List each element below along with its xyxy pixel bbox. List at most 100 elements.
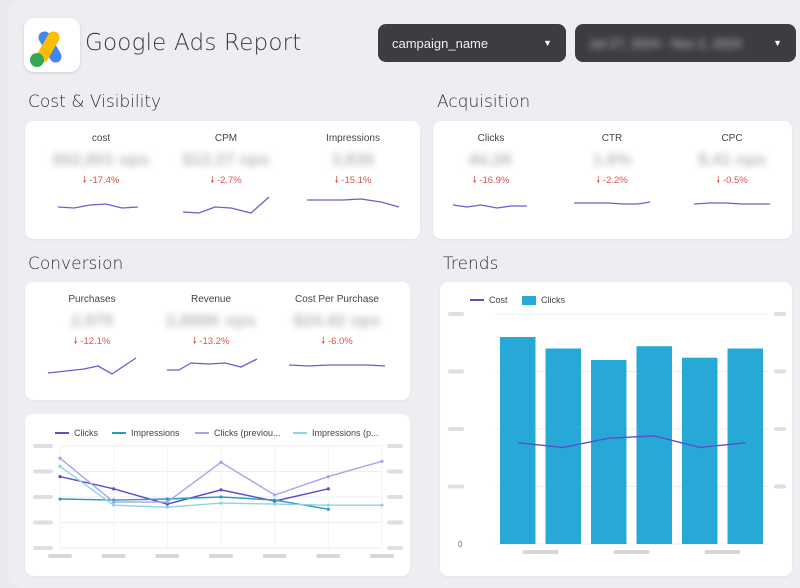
y-tick-label	[33, 546, 53, 550]
metric-value: $.41 ops	[697, 150, 767, 169]
sparkline	[182, 196, 270, 214]
caret-down-icon: ▼	[773, 38, 782, 48]
metric-value: $12.27 ops	[182, 150, 270, 169]
metric-purchases[interactable]: Purchases 2,979 🠗 -12.1%	[37, 294, 147, 380]
x-tick-label	[704, 550, 741, 554]
x-tick-label	[48, 554, 72, 558]
trends-chart-card: Cost Clicks 0	[440, 282, 792, 576]
legend-clicks-previous[interactable]: Clicks (previou...	[195, 428, 281, 438]
y2-tick-label	[774, 369, 786, 374]
line-cost	[517, 435, 746, 449]
sparkline	[288, 364, 386, 367]
data-point	[219, 460, 223, 464]
y-tick-label	[448, 427, 464, 431]
multi-line-chart	[33, 444, 403, 558]
data-point	[380, 503, 384, 507]
legend-label: Clicks	[74, 428, 98, 438]
metric-label: CTR	[601, 133, 623, 144]
line-series-1	[59, 475, 329, 505]
sparkline	[452, 204, 527, 209]
bar-clicks-5	[682, 357, 718, 544]
legend-clicks[interactable]: Clicks	[522, 295, 565, 305]
metric-delta: 🠗 -15.1%	[334, 175, 372, 186]
sparkline	[167, 358, 258, 371]
campaign-dropdown[interactable]: campaign_name ▼	[378, 24, 566, 62]
metric-label: Purchases	[68, 294, 116, 305]
metric-impressions[interactable]: Impressions 3,830 🠗 -15.1%	[298, 133, 408, 217]
data-point	[165, 505, 169, 509]
data-point	[273, 493, 277, 497]
metric-cpm[interactable]: CPM $12.27 ops 🠗 -2.7%	[171, 133, 281, 217]
legend-impressions-previous[interactable]: Impressions (p...	[293, 428, 379, 438]
data-point	[112, 500, 116, 504]
y2-tick-label	[387, 444, 403, 448]
sparkline	[693, 202, 770, 205]
metric-label: Revenue	[190, 294, 232, 305]
y2-tick-label	[387, 546, 403, 550]
metric-cost-per-purchase[interactable]: Cost Per Purchase $24.42 ops 🠗 -6.0%	[282, 294, 392, 380]
sparkline	[574, 201, 651, 205]
metric-delta: 🠗 -12.1%	[73, 336, 111, 347]
metric-value: 2,888K ops	[166, 311, 256, 330]
data-point	[326, 475, 330, 479]
y-axis-zero-label: 0	[458, 540, 463, 549]
data-point	[219, 501, 223, 505]
data-point	[112, 487, 116, 491]
y-tick-label	[448, 369, 464, 374]
date-range-dropdown[interactable]: Jul 27, 2024 - Nov 2, 2024 ▼	[575, 24, 796, 62]
metric-value: 1.6%	[592, 150, 632, 169]
y-tick-label	[448, 484, 464, 489]
multi-line-chart-card: Clicks Impressions Clicks (previou... Im…	[25, 414, 410, 576]
y-tick-label	[33, 495, 53, 499]
campaign-dropdown-label: campaign_name	[392, 35, 489, 51]
metric-cost[interactable]: cost $52,801 ops 🠗 -17.4%	[46, 133, 156, 217]
y2-tick-label	[774, 312, 786, 316]
data-point	[58, 456, 62, 460]
sparkline	[307, 198, 400, 208]
data-point	[165, 497, 169, 501]
metric-value: 44.2K	[468, 150, 514, 169]
data-point	[326, 487, 330, 491]
legend-impressions[interactable]: Impressions	[112, 428, 180, 438]
legend-swatch	[112, 432, 126, 434]
legend-cost[interactable]: Cost	[470, 295, 508, 305]
x-tick-label	[262, 554, 287, 558]
caret-down-icon: ▼	[543, 38, 552, 48]
metric-delta: 🠗 -17.4%	[82, 175, 120, 186]
data-point	[58, 497, 62, 501]
data-point	[112, 503, 116, 507]
line-series-2	[59, 496, 329, 510]
metric-clicks[interactable]: Clicks 44.2K 🠗 -16.9%	[436, 133, 546, 217]
section-title-cost-visibility: Cost & Visibility	[28, 92, 162, 112]
legend-swatch	[522, 295, 536, 305]
section-title-acquisition: Acquisition	[437, 92, 531, 112]
metric-delta: 🠗 -16.9%	[472, 175, 510, 186]
metric-value: 2,979	[70, 311, 114, 330]
y2-tick-label	[387, 495, 403, 499]
section-title-trends: Trends	[443, 254, 499, 274]
data-point	[58, 475, 62, 479]
metric-value: 3,830	[331, 150, 375, 169]
legend-label: Impressions	[131, 428, 180, 438]
sparkline	[57, 203, 139, 209]
cost-visibility-card: cost $52,801 ops 🠗 -17.4% CPM $12.27 ops…	[25, 121, 420, 239]
metric-cpc[interactable]: CPC $.41 ops 🠗 -0.5%	[677, 133, 787, 217]
legend-swatch	[470, 299, 484, 301]
metric-delta: 🠗 -13.2%	[192, 336, 230, 347]
metric-revenue[interactable]: Revenue 2,888K ops 🠗 -13.2%	[156, 294, 266, 380]
metric-label: cost	[91, 133, 111, 144]
y2-tick-label	[774, 484, 786, 489]
y-tick-label	[448, 312, 464, 316]
data-point	[273, 498, 277, 502]
sparkline	[47, 357, 137, 375]
data-point	[326, 503, 330, 507]
metric-label: Impressions	[326, 133, 380, 144]
metric-label: Clicks	[477, 133, 505, 144]
data-point	[380, 459, 384, 463]
metric-ctr[interactable]: CTR 1.6% 🠗 -2.2%	[557, 133, 667, 217]
metric-delta: 🠗 -2.7%	[210, 175, 242, 186]
legend-swatch	[55, 432, 69, 434]
legend-clicks[interactable]: Clicks	[55, 428, 98, 438]
legend-swatch	[293, 432, 307, 434]
data-point	[219, 495, 223, 499]
